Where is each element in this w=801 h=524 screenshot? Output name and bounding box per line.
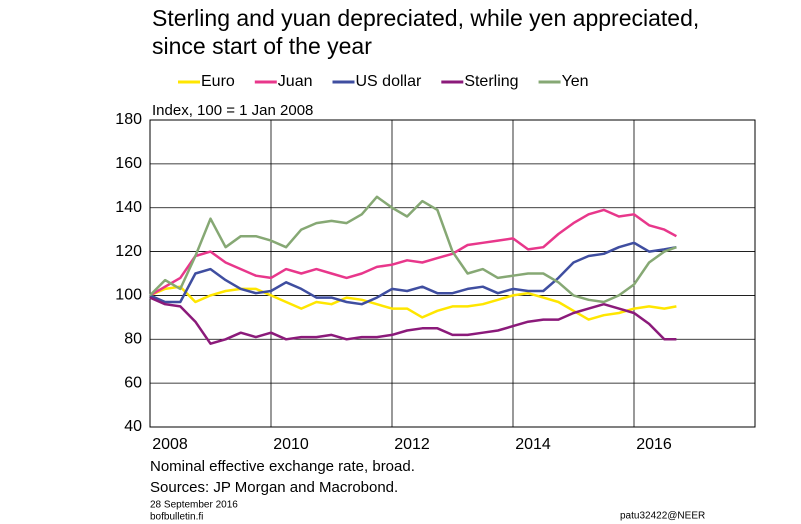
- plot-frame: [149, 119, 756, 428]
- legend-label: Euro: [201, 73, 235, 90]
- series-line: [149, 285, 677, 321]
- y-tick-label: 120: [115, 243, 142, 260]
- x-tick-label: 2016: [636, 436, 672, 453]
- legend-label: Sterling: [464, 73, 518, 90]
- chart-title: since start of the year: [152, 33, 372, 59]
- series-line: [149, 208, 677, 297]
- y-tick-label: 100: [115, 287, 142, 304]
- y-tick-label: 40: [124, 418, 142, 435]
- date: 28 September 2016: [150, 500, 238, 511]
- series-line: [149, 241, 677, 306]
- x-tick-label: 2012: [394, 436, 430, 453]
- site: bofbulletin.fi: [150, 512, 203, 523]
- x-tick-label: 2008: [152, 436, 188, 453]
- y-tick-label: 80: [124, 331, 142, 348]
- y-tick-label: 140: [115, 199, 142, 216]
- y-tick-label: 60: [124, 374, 142, 391]
- note: Nominal effective exchange rate, broad.: [150, 458, 415, 475]
- y-tick-label: 180: [115, 111, 142, 128]
- legend-label: US dollar: [356, 73, 422, 90]
- x-tick-label: 2014: [515, 436, 551, 453]
- legend-label: Juan: [278, 73, 313, 90]
- subtitle: Index, 100 = 1 Jan 2008: [152, 102, 313, 119]
- legend-label: Yen: [562, 73, 589, 90]
- series-line: [149, 296, 677, 345]
- chart-title: Sterling and yuan depreciated, while yen…: [152, 5, 699, 31]
- code: patu32422@NEER: [620, 511, 705, 522]
- series-line: [149, 195, 677, 304]
- note: Sources: JP Morgan and Macrobond.: [150, 479, 398, 496]
- y-tick-label: 160: [115, 155, 142, 172]
- x-tick-label: 2010: [273, 436, 309, 453]
